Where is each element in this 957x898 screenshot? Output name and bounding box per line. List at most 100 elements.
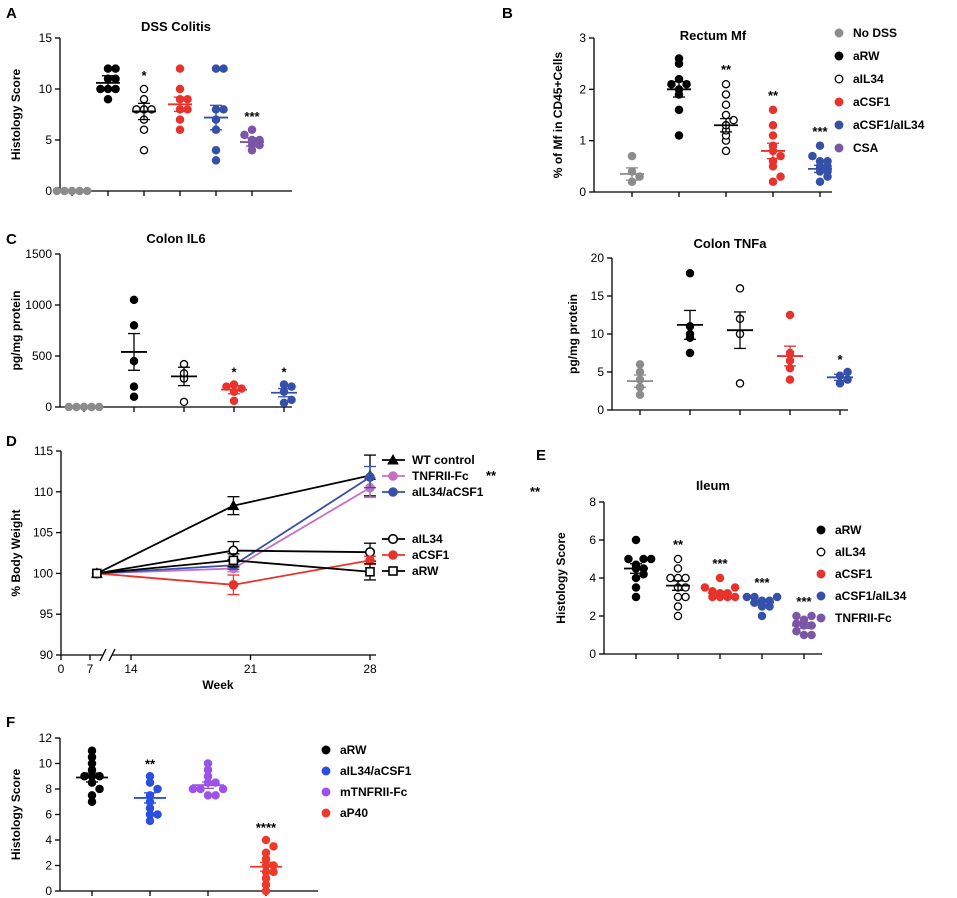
y-tick-label: 8 — [45, 782, 52, 796]
data-point — [175, 125, 185, 135]
data-point — [673, 602, 683, 611]
panel-label-c: C — [6, 231, 17, 248]
data-point — [772, 592, 782, 602]
significance-mark: **** — [256, 820, 277, 835]
significance-mark: ** — [486, 468, 497, 483]
significance-mark: *** — [796, 594, 812, 609]
data-point — [211, 791, 220, 800]
data-point — [674, 54, 684, 63]
data-point — [188, 784, 198, 794]
y-tick-label: 95 — [40, 607, 54, 621]
data-point — [175, 64, 185, 73]
data-point — [785, 375, 795, 384]
data-point — [139, 94, 149, 104]
significance-mark: * — [141, 68, 147, 83]
legend-label: aCSF1 — [412, 548, 450, 562]
legend-marker — [816, 569, 826, 579]
data-point — [776, 151, 785, 161]
data-point — [768, 105, 778, 115]
data-point — [673, 611, 683, 621]
chart-title: Ileum — [696, 478, 730, 493]
y-tick-label: 2 — [45, 859, 52, 873]
data-point — [95, 784, 104, 794]
data-point — [730, 583, 740, 592]
data-point — [631, 573, 641, 583]
y-tick-label: 100 — [33, 566, 53, 580]
data-point — [700, 583, 710, 592]
data-point — [175, 115, 185, 124]
axis-break — [108, 648, 116, 662]
panel-label-b: B — [502, 5, 513, 22]
y-axis-label: Histology Score — [9, 69, 23, 161]
data-point — [218, 784, 228, 794]
legend-marker — [816, 525, 826, 535]
legend-marker — [816, 613, 826, 623]
y-tick-label: 110 — [34, 485, 53, 499]
x-axis-label: Week — [202, 678, 233, 692]
data-point — [219, 105, 228, 114]
legend-label: aRW — [835, 523, 862, 537]
y-tick-label: 105 — [33, 526, 53, 540]
data-point — [261, 835, 271, 845]
data-point — [203, 759, 213, 768]
data-point — [129, 382, 139, 391]
legend-marker — [834, 97, 844, 107]
data-point — [153, 784, 162, 794]
data-point — [673, 592, 683, 602]
legend-marker — [834, 28, 844, 38]
y-tick-label: 1 — [579, 134, 586, 148]
y-axis-label: pg/mg protein — [9, 291, 23, 371]
data-point — [776, 172, 785, 181]
legend-label: aRW — [853, 49, 880, 63]
legend-marker — [834, 74, 844, 84]
data-point — [808, 151, 817, 161]
legend-label: CSA — [853, 141, 879, 155]
y-tick-label: 8 — [589, 495, 596, 509]
data-point — [631, 583, 641, 592]
significance-mark: ** — [530, 484, 541, 499]
significance-mark: ** — [673, 537, 684, 552]
y-tick-label: 10 — [39, 82, 53, 96]
data-point — [261, 848, 271, 858]
legend-label: mTNFRII-Fc — [340, 785, 408, 799]
panel-c-chart: 0 500 1000 1500 Colon IL6 pg/mg protein * * — [9, 231, 297, 414]
data-point — [757, 611, 767, 621]
data-point — [631, 535, 641, 545]
y-tick-label: 12 — [39, 731, 53, 745]
data-point — [279, 380, 289, 389]
data-point — [92, 568, 102, 579]
data-point — [139, 145, 149, 155]
legend-label: aCSF1/aIL34 — [853, 118, 925, 132]
x-tick-label: 28 — [363, 662, 377, 676]
data-point — [240, 130, 249, 140]
data-point — [287, 395, 296, 405]
data-point — [129, 321, 139, 330]
legend-label: aIL34 — [853, 72, 884, 86]
legend-label: aCSF1/aIL34 — [835, 589, 907, 603]
data-point — [624, 554, 633, 564]
data-point — [667, 79, 676, 89]
x-tick-label: 0 — [58, 662, 65, 676]
data-point — [807, 611, 816, 621]
significance-mark: ** — [145, 756, 156, 771]
data-point — [631, 592, 641, 602]
data-point — [111, 84, 120, 94]
y-tick-label: 90 — [40, 648, 54, 662]
legend-marker — [388, 550, 398, 560]
legend-marker — [387, 533, 399, 545]
data-point — [639, 554, 648, 564]
x-tick-label: 14 — [124, 662, 138, 676]
data-point — [715, 573, 725, 583]
y-tick-label: 15 — [591, 289, 605, 303]
y-tick-label: 0 — [45, 400, 52, 414]
legend-label: TNFRII-Fc — [412, 469, 469, 483]
legend-label: aIL34/aCSF1 — [412, 485, 484, 499]
panel-label-a: A — [6, 5, 17, 22]
legend-marker — [834, 120, 844, 130]
data-point — [153, 810, 162, 819]
significance-mark: *** — [812, 124, 828, 139]
legend-label: aIL34 — [835, 545, 866, 559]
data-point — [815, 141, 825, 151]
